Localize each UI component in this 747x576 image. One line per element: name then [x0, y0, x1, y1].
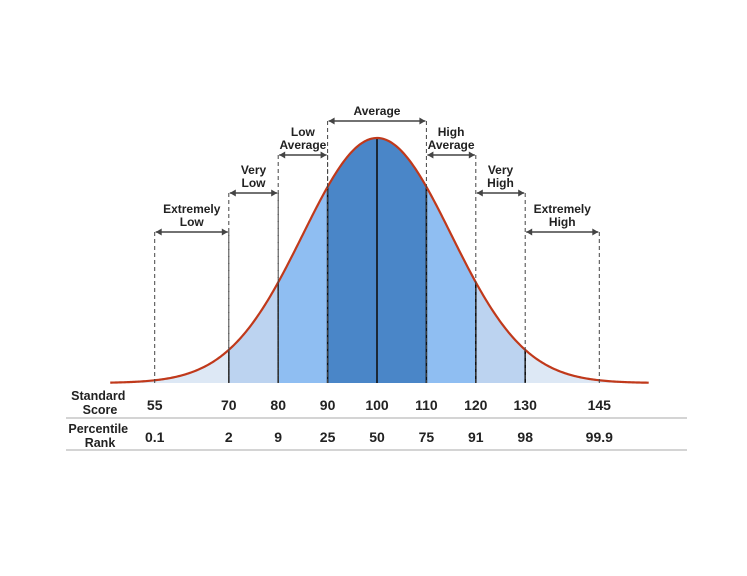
score-tick-80: 80 [270, 397, 286, 413]
rank-tick-98: 98 [517, 429, 533, 445]
score-tick-90: 90 [320, 397, 336, 413]
band-2 [278, 186, 328, 383]
rank-tick-75: 75 [419, 429, 435, 445]
curve-bands [110, 138, 649, 383]
rank-tick-9: 9 [274, 429, 282, 445]
arrowhead-0b [221, 228, 228, 236]
band-0 [110, 349, 229, 383]
arrowhead-3a [328, 117, 335, 125]
rank-tick-0.1: 0.1 [145, 429, 165, 445]
score-tick-145: 145 [588, 397, 612, 413]
arrowhead-4a [427, 151, 434, 159]
arrowhead-6a [526, 228, 533, 236]
rank-tick-91: 91 [468, 429, 484, 445]
arrowhead-3b [419, 117, 426, 125]
arrowhead-2a [279, 151, 286, 159]
arrowhead-0a [155, 228, 162, 236]
range-labels: Extremely Low Very Low Low Average Average High… [163, 104, 591, 229]
range-label-3: Average [354, 104, 401, 118]
rank-tick-99.9: 99.9 [586, 429, 613, 445]
rank-tick-2: 2 [225, 429, 233, 445]
score-tick-100: 100 [365, 397, 389, 413]
range-label-6: Extremely High [534, 202, 592, 229]
range-label-1: Very Low [241, 163, 267, 190]
arrowhead-6b [592, 228, 599, 236]
range-label-2: Low Average [279, 125, 326, 152]
score-tick-120: 120 [464, 397, 488, 413]
arrowhead-2b [320, 151, 327, 159]
arrowhead-1b [271, 189, 278, 197]
tick-labels: 55 0.1 70 2 80 9 90 25 100 50 110 75 120 91 130 98 145 99… [145, 397, 613, 445]
arrowhead-5b [518, 189, 525, 197]
score-tick-55: 55 [147, 397, 163, 413]
score-tick-110: 110 [415, 397, 438, 413]
band-6 [525, 349, 649, 383]
band-4 [426, 186, 476, 383]
rank-tick-25: 25 [320, 429, 336, 445]
score-row-label: Standard Score [71, 389, 129, 417]
score-tick-70: 70 [221, 397, 237, 413]
score-tick-130: 130 [514, 397, 538, 413]
arrowhead-4b [468, 151, 475, 159]
range-label-0: Extremely Low [163, 202, 221, 229]
arrowhead-1a [229, 189, 236, 197]
normal-curve [110, 136, 649, 384]
range-guides [154, 117, 600, 383]
band-1 [228, 282, 279, 383]
band-5 [475, 282, 526, 383]
arrowhead-5a [476, 189, 483, 197]
rank-tick-50: 50 [369, 429, 385, 445]
range-label-5: Very High [487, 163, 514, 190]
rank-row-label: Percentile Rank [68, 422, 131, 450]
range-label-4: High Average [428, 125, 475, 152]
